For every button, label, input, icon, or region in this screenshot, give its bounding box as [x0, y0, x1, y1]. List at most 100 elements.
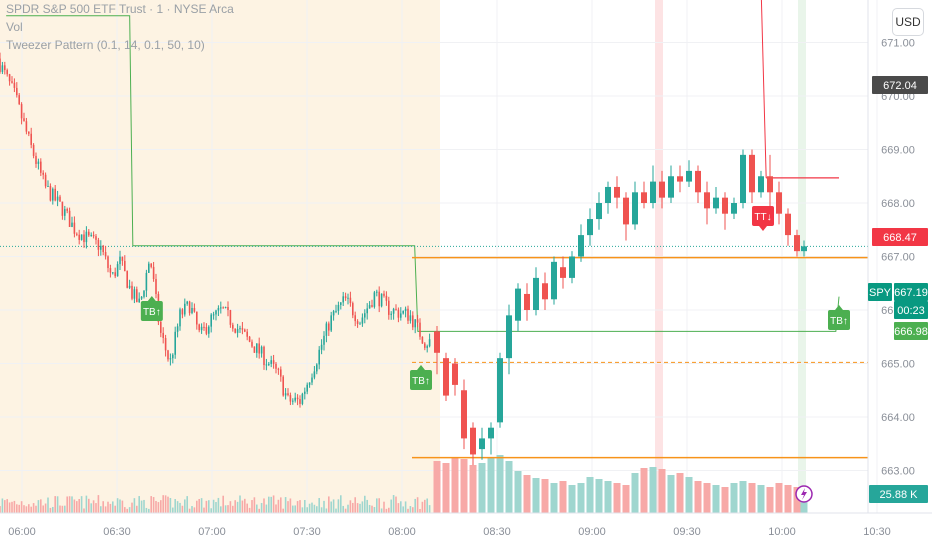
candle-body — [419, 322, 421, 337]
candle-body — [292, 400, 294, 402]
volume-bar — [68, 496, 71, 513]
volume-bar — [284, 497, 287, 513]
x-axis[interactable]: 06:00 06:30 07:00 07:30 08:00 08:30 09:00 09:30… — [8, 526, 891, 538]
x-tick-label: 08:30 — [483, 526, 511, 538]
candle-body — [248, 336, 251, 342]
volume-bar — [104, 506, 107, 513]
candle-body — [426, 346, 428, 348]
volume-bar — [721, 487, 729, 513]
candle-body — [13, 82, 16, 88]
tweezer-marker-pointer — [417, 365, 425, 370]
candle-body — [217, 308, 220, 311]
volume-bar — [20, 501, 23, 513]
candle-body — [246, 331, 248, 337]
y-tick-label: 669.00 — [881, 145, 915, 157]
volume-bar — [409, 506, 412, 513]
volume-bar — [179, 502, 181, 513]
candle-body — [650, 181, 656, 203]
volume-bar — [421, 501, 424, 513]
candle-body — [352, 303, 354, 316]
candle-body — [409, 315, 412, 321]
candle-body — [119, 256, 121, 265]
volume-bar — [203, 507, 205, 513]
candles — [0, 52, 807, 466]
resistance-regime-line — [760, 0, 767, 178]
volume-bar — [631, 473, 639, 513]
tweezer-marker[interactable]: TB↑ — [828, 305, 850, 330]
volume-bar — [109, 503, 112, 513]
tweezer-marker[interactable]: TB↑ — [140, 296, 163, 321]
volume-bar — [469, 465, 477, 513]
volume-bar — [90, 503, 92, 513]
candle-body — [301, 393, 304, 404]
legend-volume[interactable]: Vol — [6, 20, 23, 34]
candle-body — [150, 263, 152, 267]
volume-bar — [282, 508, 284, 513]
candle-body — [160, 321, 162, 333]
volume-bar — [613, 483, 621, 513]
tweezer-marker[interactable]: TB↑ — [410, 365, 432, 390]
volume-bar — [212, 499, 215, 513]
volume-bar — [167, 496, 169, 513]
lightning-icon[interactable] — [795, 485, 813, 503]
candle-body — [215, 310, 217, 315]
candle-body — [569, 256, 575, 278]
volume-bar — [258, 508, 260, 513]
tweezer-marker-pointer — [759, 226, 767, 231]
volume-bar — [277, 499, 280, 513]
volume-bar — [428, 505, 431, 513]
legend-title[interactable]: SPDR S&P 500 ETF Trust · 1 · NYSE Arca — [6, 2, 234, 16]
candle-body — [66, 209, 68, 211]
legend-indicator[interactable]: Tweezer Pattern (0.1, 14, 0.1, 50, 10) — [6, 38, 205, 52]
volume-bar — [59, 505, 61, 513]
candle-body — [328, 323, 330, 331]
candle-body — [740, 154, 746, 203]
label-volume: 25.88 K — [869, 485, 928, 503]
candle-body — [169, 358, 172, 360]
candle-body — [368, 305, 371, 309]
volume-bar — [347, 504, 349, 513]
pattern-markers[interactable]: TB↑ TB↑ TT↓ TB↑ — [140, 206, 850, 390]
volume-bar — [263, 498, 265, 513]
volume-bar — [155, 500, 157, 513]
x-tick-label: 09:30 — [673, 526, 701, 538]
candle-body — [4, 65, 6, 71]
candle-body — [30, 133, 32, 145]
label-volume-bg — [869, 485, 928, 503]
candle-body — [133, 289, 136, 299]
candle-body — [318, 349, 320, 365]
volume-bar — [95, 503, 97, 513]
volume-bar — [299, 500, 301, 513]
candle-body — [8, 74, 11, 82]
candle-body — [785, 213, 791, 236]
candle-body — [35, 155, 37, 164]
volume-bar — [157, 502, 160, 513]
volume-bar — [270, 496, 272, 513]
candle-body — [587, 219, 593, 236]
candle-body — [236, 329, 239, 333]
currency-button[interactable]: USD — [892, 8, 924, 36]
volume-bar — [514, 471, 522, 513]
candle-body — [239, 328, 241, 330]
volume-bar — [28, 504, 30, 513]
volume-bar — [292, 505, 294, 513]
volume-bar — [121, 500, 124, 513]
volume-bar — [330, 501, 332, 513]
candle-body — [412, 315, 414, 328]
tweezer-marker[interactable]: TT↓ — [752, 206, 774, 231]
candle-body — [452, 363, 458, 385]
candle-body — [104, 252, 107, 257]
candle-body — [383, 293, 385, 296]
candle-body — [349, 297, 352, 304]
volume-bar — [390, 499, 392, 513]
candle-body — [212, 314, 215, 316]
volume-bar — [414, 498, 416, 513]
candle-body — [258, 343, 260, 354]
volume-bar — [100, 506, 102, 513]
volume-bar — [318, 498, 320, 513]
candle-body — [488, 427, 494, 439]
candle-body — [371, 305, 373, 307]
candle-body — [313, 371, 316, 378]
volume-bar — [138, 496, 140, 513]
